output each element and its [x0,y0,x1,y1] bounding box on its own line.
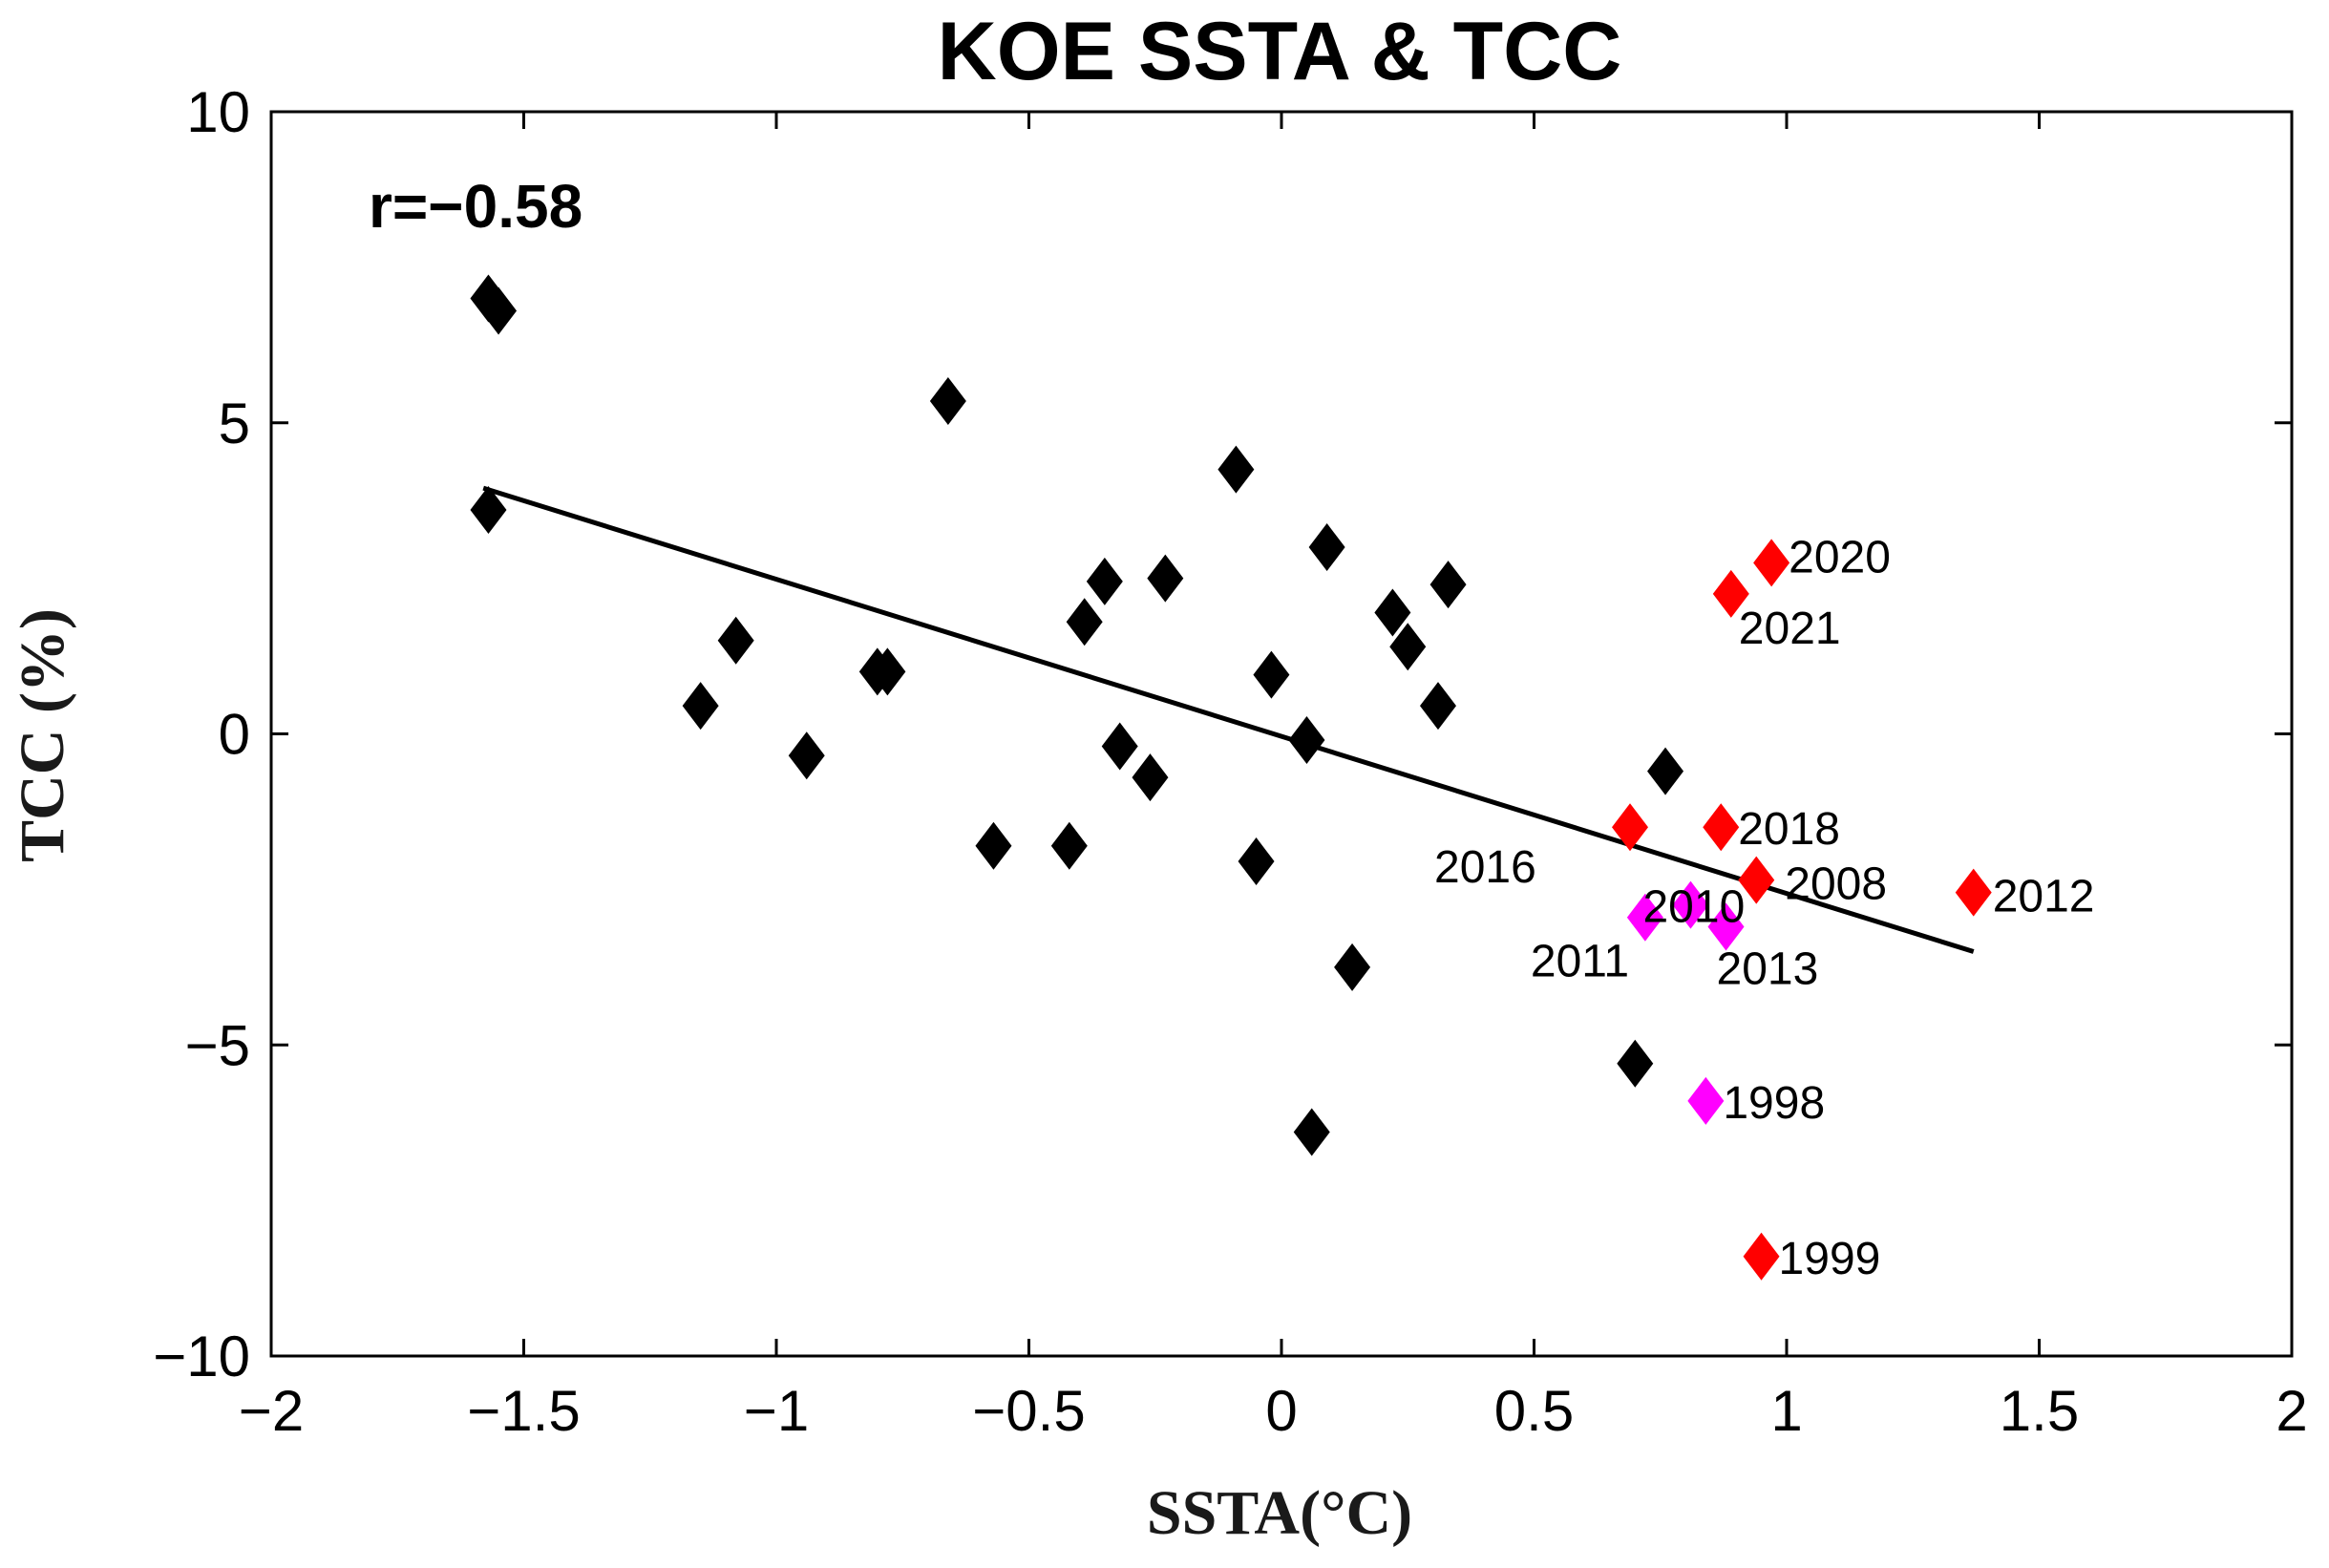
data-point [1066,598,1103,646]
data-point [1147,554,1184,603]
year-label: 2010 [1642,882,1745,933]
x-tick-label: 1 [1770,1379,1802,1443]
data-point [1419,682,1456,731]
year-label: 1998 [1723,1078,1825,1129]
data-point [1738,856,1775,904]
data-point [1293,1108,1330,1156]
data-point [1617,1039,1654,1088]
data-point [1086,557,1123,605]
data-point [1132,753,1169,802]
y-axis-title: TCC (%) [8,608,77,862]
data-point [1253,650,1290,699]
data-point [1217,445,1255,494]
data-point [1753,539,1790,587]
x-tick-label: 1.5 [2000,1379,2079,1443]
data-point [480,286,518,335]
year-label: 2018 [1738,804,1840,855]
data-point [788,731,825,780]
regression-line [482,485,1975,954]
data-point [1334,943,1371,991]
year-label: 2020 [1789,532,1891,583]
data-point [869,647,906,696]
correlation-annotation: r=−0.58 [369,172,582,241]
year-label: 2016 [1434,842,1536,893]
y-tick-label: 10 [186,80,250,144]
year-label: 2021 [1739,604,1841,654]
data-point [470,485,507,534]
data-points [470,274,1992,1281]
data-point [1647,747,1684,795]
data-point [682,682,719,731]
data-point [929,376,966,425]
data-point [1101,722,1138,771]
regression-line-layer [482,485,1975,954]
data-point [1712,569,1749,618]
y-tick-label: 0 [219,703,250,767]
year-label: 2012 [1993,872,2095,922]
x-tick-label: 2 [2276,1379,2307,1443]
data-point [1626,893,1663,942]
x-tick-label: −0.5 [972,1379,1085,1443]
data-point [1429,561,1467,609]
data-point [1389,623,1427,671]
data-point [1707,902,1745,951]
data-point [1288,716,1325,765]
x-axis-title: SSTA(°C) [1147,1478,1412,1548]
chart-title: KOE SSTA & TCC [938,6,1622,97]
data-point [975,821,1012,870]
y-tick-label: −10 [153,1324,250,1388]
y-tick-label: 5 [219,392,250,456]
x-tick-label: −2 [239,1379,304,1443]
data-point [1374,588,1411,637]
data-point [1743,1232,1780,1281]
year-label: 1999 [1779,1234,1881,1284]
axis-ticks: −2 −1.5 −1 −0.5 0 0.5 1 1.5 2 −10 −5 0 5 10 [153,80,2307,1443]
data-point [1612,803,1649,852]
data-point [1703,803,1740,852]
y-tick-label: −5 [185,1013,250,1077]
data-point [1238,837,1275,886]
x-tick-label: 0.5 [1494,1379,1574,1443]
data-point [1308,523,1345,572]
data-point [1687,1076,1725,1125]
data-point [717,616,754,665]
data-point [1955,868,1992,917]
x-tick-label: 0 [1265,1379,1297,1443]
x-tick-label: −1 [744,1379,809,1443]
x-tick-label: −1.5 [467,1379,580,1443]
year-label: 2011 [1531,937,1629,987]
year-label: 2013 [1717,943,1819,994]
data-point [1672,880,1709,929]
year-label: 2008 [1785,859,1887,910]
data-point [1050,821,1088,870]
